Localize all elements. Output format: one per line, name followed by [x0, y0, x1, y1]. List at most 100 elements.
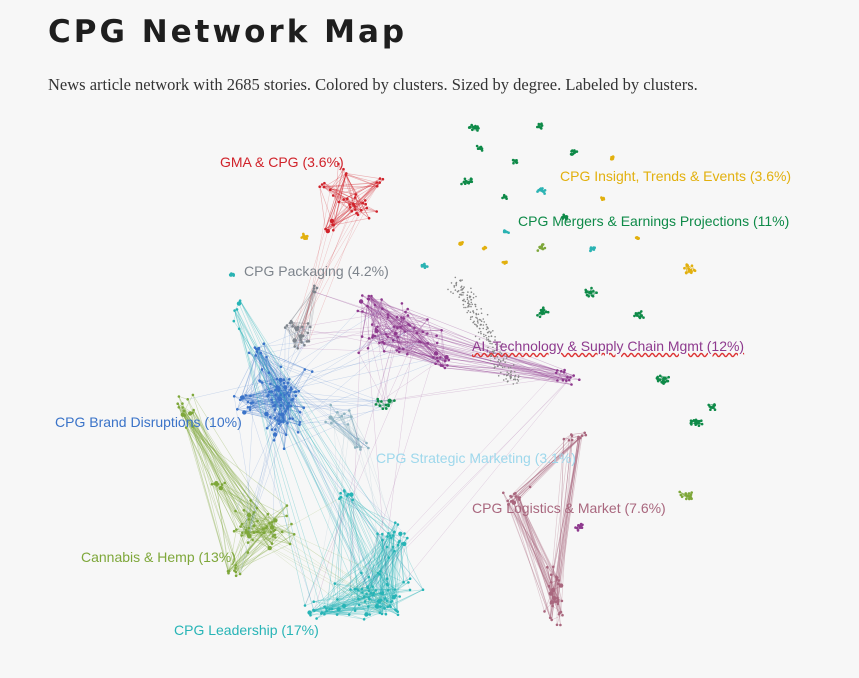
network-edge	[216, 485, 229, 572]
network-node	[563, 368, 566, 372]
network-edge	[382, 334, 396, 409]
network-node	[570, 153, 574, 156]
network-node	[488, 352, 491, 354]
network-node	[560, 599, 564, 603]
network-edge	[234, 536, 273, 571]
network-edge	[245, 348, 257, 531]
network-edge	[396, 316, 420, 342]
network-edge	[367, 305, 389, 318]
network-edge	[367, 348, 388, 586]
network-node	[549, 573, 553, 576]
network-node	[573, 151, 576, 154]
network-edge	[368, 295, 395, 327]
network-edge	[271, 405, 292, 430]
network-node	[283, 326, 287, 329]
network-node	[470, 177, 473, 181]
network-edge	[297, 407, 305, 433]
network-edge	[289, 322, 295, 347]
network-node	[512, 161, 515, 165]
network-edge	[247, 522, 273, 535]
network-node	[328, 188, 332, 192]
network-node	[280, 412, 285, 417]
network-edge	[514, 437, 581, 495]
network-node	[290, 387, 293, 391]
network-edge	[235, 510, 265, 533]
network-node	[257, 346, 261, 350]
network-edge	[379, 299, 382, 343]
network-node	[345, 172, 348, 175]
network-edge	[314, 291, 389, 318]
network-node	[421, 588, 425, 591]
network-edge	[348, 494, 395, 533]
network-node	[400, 302, 404, 305]
network-node	[283, 393, 286, 397]
network-node	[423, 262, 426, 266]
network-node	[552, 565, 555, 569]
network-edge	[400, 533, 404, 583]
network-edge	[547, 567, 555, 602]
network-node	[246, 551, 250, 554]
network-edge	[330, 417, 388, 586]
network-edge	[519, 439, 573, 498]
network-edge	[366, 593, 387, 601]
network-node	[270, 398, 274, 402]
network-edge	[321, 613, 350, 615]
network-edge	[367, 305, 388, 337]
network-node	[247, 526, 251, 530]
network-node	[461, 291, 464, 294]
network-edge	[348, 572, 379, 615]
network-edge	[327, 204, 354, 232]
network-edge	[416, 332, 446, 361]
network-node	[514, 378, 517, 381]
network-node	[303, 237, 306, 240]
network-node	[279, 365, 283, 369]
network-node	[514, 374, 517, 377]
network-edge	[253, 507, 258, 526]
network-node	[296, 347, 300, 350]
network-node	[461, 279, 463, 281]
network-edge	[297, 326, 308, 334]
network-edge	[280, 379, 291, 419]
network-node	[306, 331, 310, 335]
network-edge	[296, 285, 315, 330]
network-edge	[347, 416, 352, 425]
network-node	[269, 525, 275, 530]
network-node	[497, 375, 500, 377]
network-node	[378, 177, 382, 180]
network-node	[375, 184, 379, 188]
network-node	[482, 327, 485, 330]
network-node	[339, 491, 342, 495]
network-node	[642, 316, 645, 319]
network-edge	[384, 601, 392, 609]
network-edge	[332, 419, 356, 448]
network-edge	[386, 325, 410, 335]
network-edge	[362, 586, 373, 593]
network-edge	[514, 435, 583, 495]
network-node	[343, 412, 346, 416]
network-edge	[357, 310, 415, 329]
network-edge	[245, 348, 257, 396]
network-edge	[309, 588, 363, 613]
network-edge	[319, 186, 356, 195]
network-edge	[511, 496, 551, 618]
network-node	[685, 497, 688, 501]
network-edge	[240, 387, 279, 401]
network-edge	[299, 331, 406, 423]
network-edge	[556, 611, 562, 625]
network-node	[286, 421, 289, 425]
network-node	[493, 363, 496, 366]
network-edge	[343, 490, 384, 593]
network-edge	[289, 534, 295, 545]
cluster-label-cannabis: Cannabis & Hemp (13%)	[81, 549, 236, 565]
network-edge	[330, 189, 350, 205]
network-node	[223, 481, 226, 485]
network-edge	[368, 522, 396, 592]
network-node	[376, 325, 379, 329]
cluster-label-leadership: CPG Leadership (17%)	[174, 622, 319, 638]
network-edge	[330, 417, 361, 450]
network-edge	[314, 601, 380, 611]
network-node	[325, 228, 330, 234]
network-node	[234, 509, 237, 513]
network-edge	[382, 540, 388, 579]
